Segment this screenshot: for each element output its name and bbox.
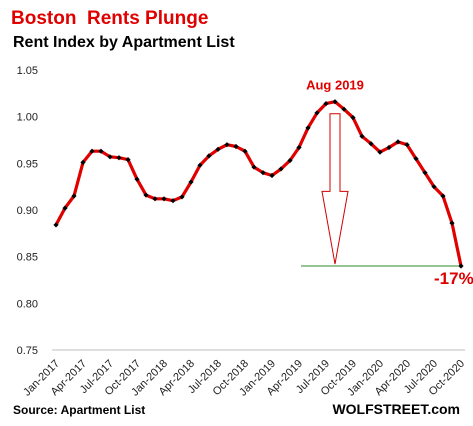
x-axis: Jan-2017Apr-2017Jul-2017Oct-2017Jan-2018… (21, 349, 467, 399)
data-point (71, 193, 77, 199)
y-tick-label: 0.85 (17, 252, 38, 264)
data-point (332, 99, 338, 105)
data-point (260, 170, 266, 176)
data-point (278, 166, 284, 172)
data-point (251, 164, 257, 170)
series-layer (53, 99, 464, 269)
data-point (116, 155, 122, 161)
data-point (269, 172, 275, 179)
data-point (413, 156, 419, 162)
y-tick-label: 0.75 (17, 345, 38, 357)
data-point (62, 205, 68, 211)
data-point (233, 143, 239, 150)
data-point (314, 110, 320, 116)
annotation-layer (301, 113, 461, 267)
y-axis: 0.75 0.80 0.85 0.90 0.95 1.00 1.05 (17, 65, 38, 357)
data-point (215, 146, 221, 152)
series-line (54, 100, 463, 268)
data-point (98, 148, 104, 154)
data-point (152, 196, 158, 202)
data-point (458, 263, 464, 269)
data-point (197, 162, 203, 168)
data-point (296, 144, 302, 151)
data-point (161, 196, 167, 202)
peak-annotation-label: Aug 2019 (306, 78, 364, 93)
y-tick-label: 0.90 (17, 205, 38, 217)
data-point (350, 115, 356, 121)
data-point (440, 193, 446, 199)
data-point (305, 125, 311, 131)
data-point (107, 154, 113, 160)
data-point (341, 106, 347, 112)
source-note: Source: Apartment List (13, 403, 145, 417)
y-tick-label: 1.00 (17, 112, 38, 124)
chart-title: Boston Rents Plunge (11, 8, 208, 29)
data-point (143, 192, 149, 198)
data-point (125, 157, 131, 163)
data-point (206, 153, 212, 159)
data-point (170, 198, 176, 204)
data-point (188, 179, 194, 185)
down-arrow (321, 113, 349, 265)
change-annotation-label: -17% (434, 269, 473, 288)
data-point (287, 157, 293, 164)
chart-subtitle: Rent Index by Apartment List (13, 34, 235, 51)
data-point (242, 148, 248, 154)
data-point (89, 148, 95, 154)
data-point (395, 139, 401, 145)
data-point (53, 222, 59, 228)
data-point (179, 194, 185, 200)
data-point (359, 133, 365, 139)
y-tick-label: 0.95 (17, 158, 38, 170)
brand-mark: WOLFSTREET.com (332, 401, 460, 417)
data-point (377, 149, 383, 155)
data-point (134, 176, 140, 182)
y-tick-label: 1.05 (17, 65, 38, 77)
data-point (80, 159, 86, 165)
data-point (323, 101, 329, 107)
data-point (404, 142, 410, 148)
y-tick-label: 0.80 (17, 298, 38, 310)
data-point (449, 220, 455, 226)
data-point (431, 184, 437, 190)
data-point (224, 142, 230, 148)
data-point (386, 144, 392, 151)
label-layer: Aug 2019 -17% (306, 78, 473, 288)
data-point (422, 170, 428, 176)
data-point (368, 141, 374, 147)
